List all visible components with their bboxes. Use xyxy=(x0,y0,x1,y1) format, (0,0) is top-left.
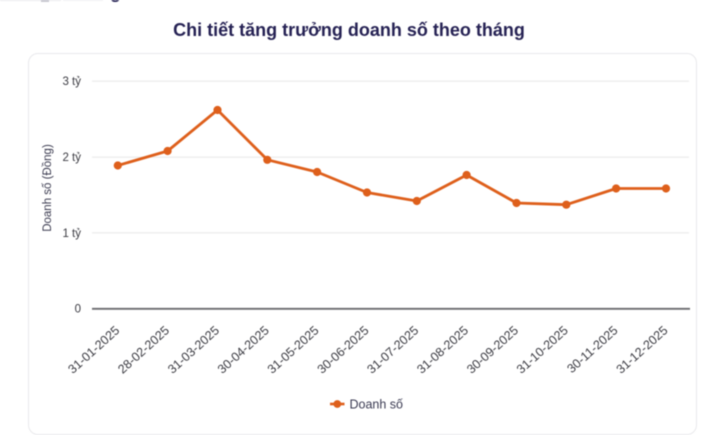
svg-text:Doanh số: Doanh số xyxy=(350,398,404,412)
svg-text:2 tỷ: 2 tỷ xyxy=(62,152,81,164)
svg-text:30-11-2025: 30-11-2025 xyxy=(564,323,620,376)
svg-text:1 tỷ: 1 tỷ xyxy=(62,228,81,240)
svg-text:31-10-2025: 31-10-2025 xyxy=(514,323,571,376)
svg-text:31-12-2025: 31-12-2025 xyxy=(614,323,671,376)
svg-text:31-05-2025: 31-05-2025 xyxy=(265,323,322,376)
svg-text:31-03-2025: 31-03-2025 xyxy=(165,323,222,376)
svg-text:31-08-2025: 31-08-2025 xyxy=(414,323,471,376)
svg-text:28-02-2025: 28-02-2025 xyxy=(115,323,172,376)
svg-text:0: 0 xyxy=(75,304,81,316)
svg-text:Doanh số (Đồng): Doanh số (Đồng) xyxy=(42,144,54,232)
svg-text:31-01-2025: 31-01-2025 xyxy=(65,323,122,376)
svg-text:30-04-2025: 30-04-2025 xyxy=(215,323,272,376)
svg-text:30-09-2025: 30-09-2025 xyxy=(464,323,521,376)
svg-text:3 tỷ: 3 tỷ xyxy=(62,76,81,88)
svg-text:31-07-2025: 31-07-2025 xyxy=(364,323,421,376)
svg-text:30-06-2025: 30-06-2025 xyxy=(315,323,372,376)
